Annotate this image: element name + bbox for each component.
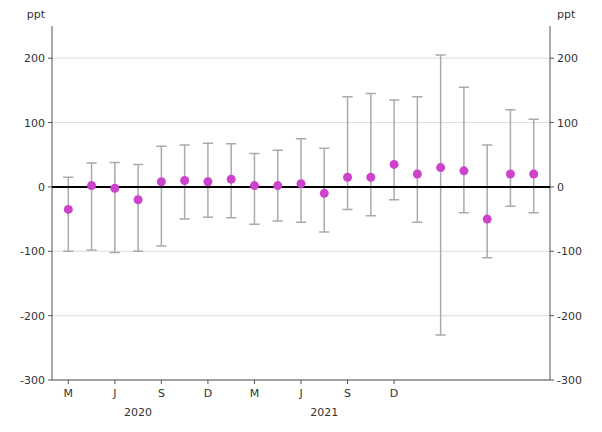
y2-tick-label: -100 (557, 245, 582, 258)
y-axis-line (52, 26, 53, 380)
y2-tick (550, 122, 554, 123)
dot (134, 195, 143, 204)
y-tick-label: 100 (24, 117, 45, 130)
y-tick (48, 58, 52, 59)
x-tick-label: D (204, 387, 212, 400)
error-bar (63, 177, 73, 251)
y2-tick-label: 0 (557, 181, 564, 194)
error-bar (482, 145, 492, 258)
x-tick-label: S (344, 387, 351, 400)
dot (413, 170, 422, 179)
x-tick (254, 380, 255, 384)
dot (87, 181, 96, 190)
x-tick (114, 380, 115, 384)
error-bar (110, 162, 120, 252)
dot (64, 205, 73, 214)
dot (366, 173, 375, 182)
y-tick (48, 380, 52, 381)
dot (320, 189, 329, 198)
x-tick-label: M (250, 387, 260, 400)
x-tick (161, 380, 162, 384)
error-bar (319, 148, 329, 232)
error-bar (436, 55, 446, 335)
dot (297, 179, 306, 188)
dot (390, 160, 399, 169)
error-bar (342, 97, 352, 210)
x-tick (394, 380, 395, 384)
error-bar (296, 139, 306, 223)
x-tick-label: J (112, 387, 116, 400)
dot (157, 177, 166, 186)
grid-line (52, 58, 550, 59)
x-tick-label: J (298, 387, 302, 400)
error-bar (459, 87, 469, 213)
dot (203, 177, 212, 186)
error-bar (412, 97, 422, 223)
dot (227, 175, 236, 184)
error-bar (273, 150, 283, 221)
error-bar (505, 110, 515, 207)
plot-area (52, 55, 550, 335)
y2-tick (550, 251, 554, 252)
x-tick-label: M (64, 387, 74, 400)
grid-line (52, 122, 550, 123)
error-bar (389, 100, 399, 200)
y2-axis-line (550, 26, 551, 380)
y-tick-label: 0 (38, 181, 45, 194)
dot (180, 176, 189, 185)
y-tick (48, 186, 52, 187)
dot (459, 166, 468, 175)
y2-tick (550, 315, 554, 316)
y-tick (48, 122, 52, 123)
y-tick-label: 200 (24, 52, 45, 65)
y2-tick-label: 100 (557, 117, 578, 130)
background (0, 0, 602, 432)
error-bar (226, 144, 236, 218)
x-tick-label: S (158, 387, 165, 400)
y2-tick (550, 186, 554, 187)
dot (529, 170, 538, 179)
grid-line (52, 251, 550, 252)
dot (250, 181, 259, 190)
y2-tick (550, 58, 554, 59)
error-bar (86, 163, 96, 250)
error-bar (133, 164, 143, 251)
year-label: 2020 (124, 406, 152, 419)
x-tick (301, 380, 302, 384)
error-bar (156, 146, 166, 246)
error-bar (366, 94, 376, 216)
y2-tick-label: -200 (557, 310, 582, 323)
error-bar (249, 153, 259, 224)
grid-line (52, 315, 550, 316)
dot (483, 215, 492, 224)
y2-axis-label: ppt (557, 8, 576, 21)
y-tick (48, 251, 52, 252)
y2-tick-label: -300 (557, 374, 582, 387)
x-tick (207, 380, 208, 384)
error-bar (203, 143, 213, 217)
dot (506, 170, 515, 179)
y-tick-label: -100 (20, 245, 45, 258)
error-bar (180, 145, 190, 219)
y-tick-label: -300 (20, 374, 45, 387)
error-bar (529, 119, 539, 212)
dot (343, 173, 352, 182)
year-label: 2021 (310, 406, 338, 419)
y-axis-label: ppt (27, 8, 46, 21)
dot (110, 184, 119, 193)
x-tick (347, 380, 348, 384)
y-tick (48, 315, 52, 316)
x-tick (68, 380, 69, 384)
y2-tick (550, 380, 554, 381)
dot (273, 181, 282, 190)
dot (436, 163, 445, 172)
x-tick-label: D (390, 387, 398, 400)
y-tick-label: -200 (20, 310, 45, 323)
y2-tick-label: 200 (557, 52, 578, 65)
